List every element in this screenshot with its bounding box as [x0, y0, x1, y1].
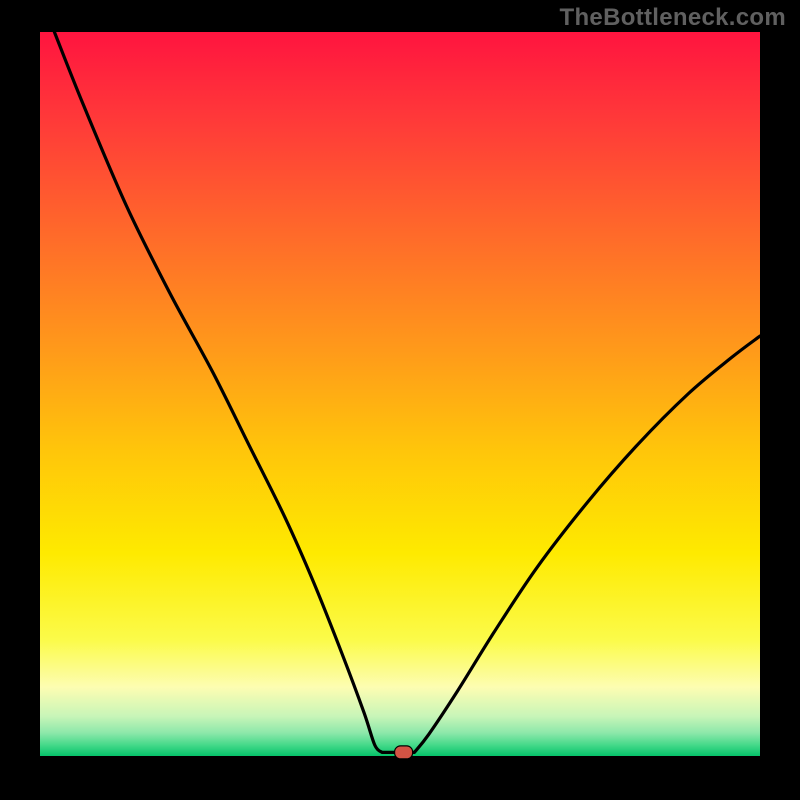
bottleneck-chart — [0, 0, 800, 800]
optimal-marker — [395, 746, 413, 759]
watermark-text: TheBottleneck.com — [560, 4, 786, 32]
plot-background — [40, 32, 760, 756]
